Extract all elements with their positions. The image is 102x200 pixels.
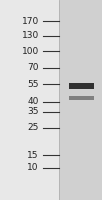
FancyBboxPatch shape (69, 83, 94, 89)
Text: 130: 130 (22, 31, 39, 40)
Text: 25: 25 (27, 123, 39, 132)
FancyBboxPatch shape (69, 96, 94, 100)
Text: 170: 170 (22, 17, 39, 25)
Text: 35: 35 (27, 108, 39, 116)
Text: 10: 10 (27, 164, 39, 172)
Text: 70: 70 (27, 64, 39, 72)
Text: 15: 15 (27, 150, 39, 160)
Text: 55: 55 (27, 80, 39, 88)
Text: 100: 100 (22, 46, 39, 55)
FancyBboxPatch shape (0, 0, 59, 200)
Text: 40: 40 (27, 98, 39, 106)
